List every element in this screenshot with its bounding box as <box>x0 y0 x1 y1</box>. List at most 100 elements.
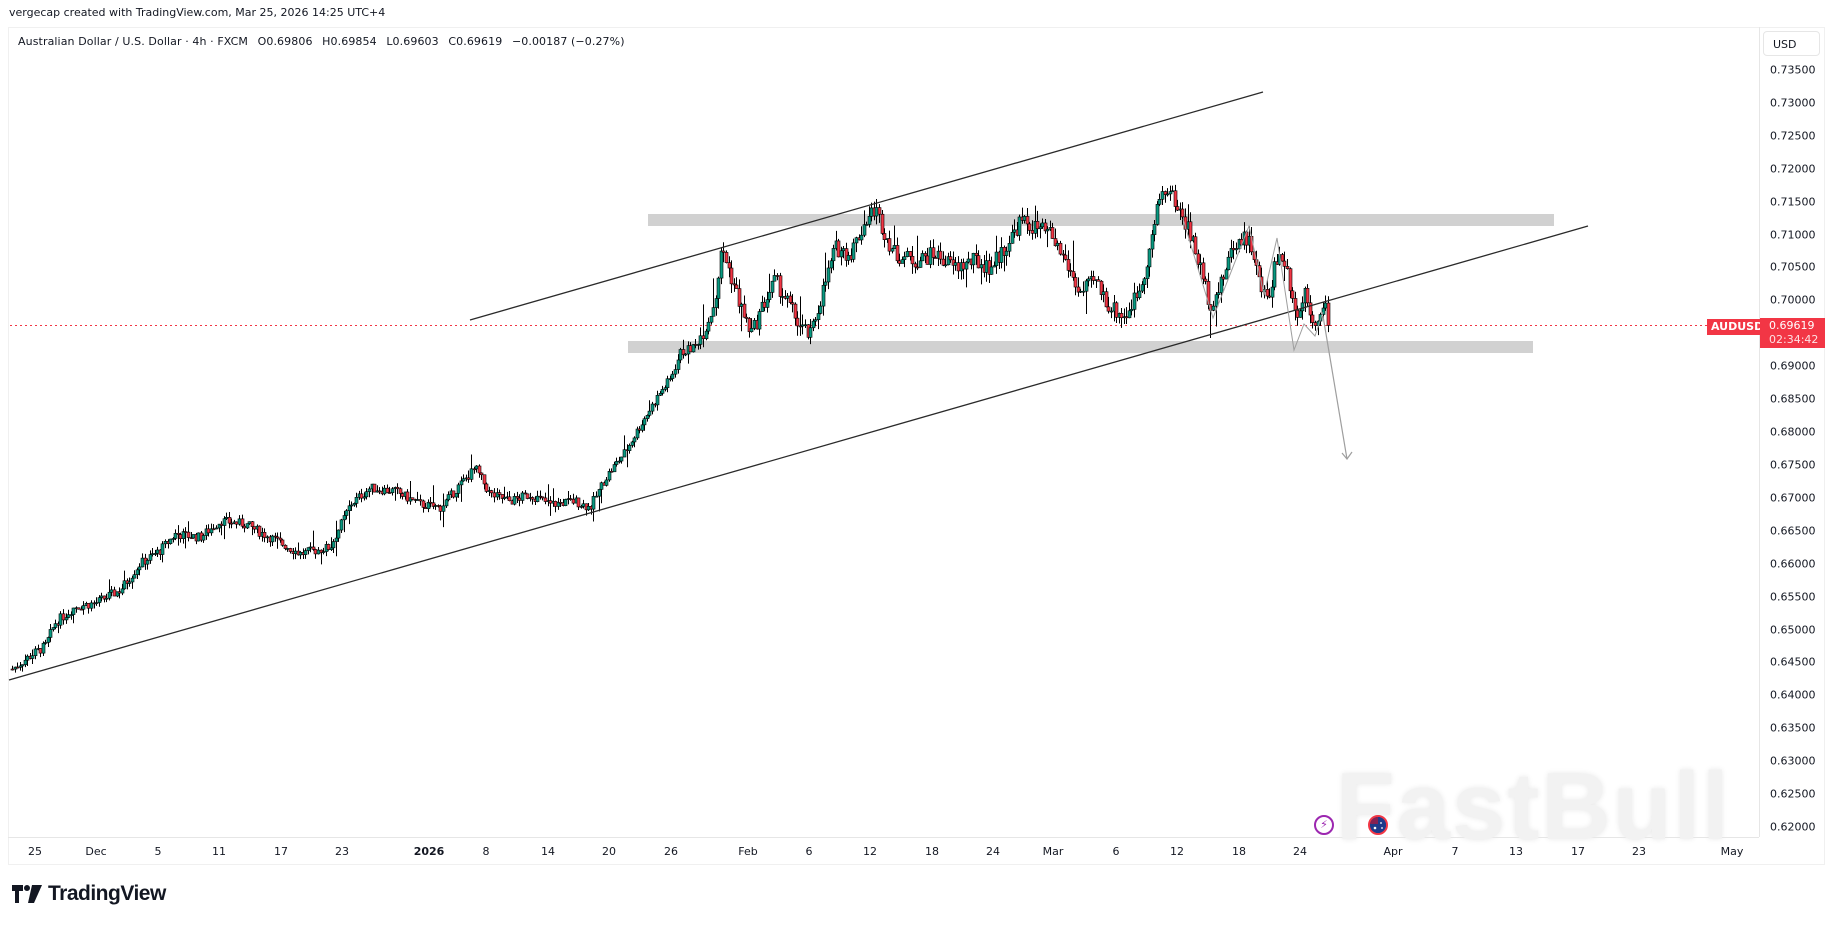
candle-body <box>275 536 280 539</box>
candle-body <box>433 505 438 507</box>
candle-body <box>247 521 252 524</box>
candle-body <box>597 489 602 497</box>
candle-body <box>966 258 971 263</box>
candle-body <box>1323 302 1328 309</box>
upper-trendline[interactable] <box>469 91 1264 321</box>
candle-body <box>931 247 936 258</box>
zigzag-path[interactable] <box>1182 218 1324 352</box>
candle-body <box>1119 313 1124 319</box>
candle-body <box>336 529 341 539</box>
time-tick: 6 <box>1112 845 1120 858</box>
candle-body <box>1096 279 1101 282</box>
candle-body <box>956 262 961 272</box>
candle-body <box>372 483 377 493</box>
candle-body <box>53 623 58 628</box>
candle-body <box>1081 290 1086 293</box>
candle-body <box>347 505 352 512</box>
candle-body <box>344 510 349 516</box>
candle-body <box>757 311 762 330</box>
candle-body <box>385 487 390 493</box>
candle-body <box>846 255 851 261</box>
arrow-head-icon[interactable] <box>1341 451 1353 460</box>
candle-body <box>415 499 420 501</box>
candle-body <box>206 528 211 534</box>
candle-body <box>58 613 63 626</box>
australia-flag-event-icon[interactable] <box>1368 815 1388 835</box>
candle-body <box>645 415 650 419</box>
candle-body <box>342 515 347 521</box>
candle-body <box>913 263 918 268</box>
candle-body <box>99 595 104 598</box>
candle-body <box>614 461 619 465</box>
candle-body <box>1193 236 1198 255</box>
candle-body <box>285 548 290 550</box>
candle-body <box>398 488 403 494</box>
candle-body <box>1234 248 1239 251</box>
candle-body <box>568 498 573 500</box>
candle-body <box>1180 208 1185 218</box>
candle-body <box>1127 310 1132 319</box>
candle-body <box>540 496 545 499</box>
drawings-layer <box>8 91 1589 681</box>
candle-body <box>974 252 979 256</box>
candle-body <box>953 262 958 266</box>
candle-body <box>523 492 528 495</box>
candle-body <box>1290 290 1295 299</box>
candle-body <box>148 554 153 561</box>
candle-body <box>265 536 270 539</box>
candle-body <box>1086 278 1091 282</box>
candle-body <box>1295 309 1300 318</box>
lightning-event-icon[interactable]: ⚡ <box>1314 815 1334 835</box>
candle-body <box>1040 222 1045 228</box>
candle-body <box>479 472 484 476</box>
candle-body <box>711 307 716 317</box>
candle-body <box>933 257 938 259</box>
candle-body <box>10 668 15 671</box>
candle-body <box>1170 190 1175 193</box>
candle-body <box>224 517 229 519</box>
candle-body <box>1198 262 1203 265</box>
candle-body <box>854 237 859 244</box>
candle-body <box>183 531 188 533</box>
candle-body <box>895 245 900 262</box>
candle-body <box>831 248 836 262</box>
candle-body <box>642 418 647 426</box>
candle-body <box>252 526 257 530</box>
symbol-legend[interactable]: Australian Dollar / U.S. Dollar · 4h · F… <box>18 35 631 48</box>
candle-body <box>676 359 681 370</box>
projection-arrow[interactable] <box>1322 315 1348 460</box>
candle-body <box>701 335 706 339</box>
price-tick: 0.64500 <box>1770 655 1816 669</box>
price-tick: 0.71000 <box>1770 228 1816 242</box>
resistance-zone[interactable] <box>648 214 1554 226</box>
candle-body <box>910 256 915 265</box>
candle-body <box>313 549 318 555</box>
candle-body <box>1045 228 1050 232</box>
candle-body <box>859 234 864 241</box>
tradingview-logo[interactable]: TradingView <box>12 882 166 906</box>
candle-body <box>778 275 783 297</box>
candle-body <box>421 500 426 508</box>
candle-body <box>484 483 489 492</box>
price-tick: 0.64000 <box>1770 688 1816 702</box>
currency-button[interactable]: USD <box>1763 31 1820 56</box>
candle-body <box>349 504 354 507</box>
lower-trendline[interactable] <box>8 225 1589 681</box>
candle-body <box>477 465 482 474</box>
time-tick: 8 <box>482 845 490 858</box>
candle-body <box>882 233 887 240</box>
candle-body <box>86 603 91 609</box>
price-tick: 0.65500 <box>1770 590 1816 604</box>
price-axis[interactable]: 0.73500 0.73000 0.72500 0.72000 0.71500 0.710… <box>1759 27 1826 837</box>
time-axis[interactable]: 25 Dec 5 11 17 23 2026 8 14 20 26 Feb 6 12 18 24 Mar 6 12 1… <box>8 837 1759 866</box>
candle-body <box>785 295 790 299</box>
support-zone[interactable] <box>628 341 1533 353</box>
candle-body <box>229 522 234 525</box>
price-tick: 0.70500 <box>1770 260 1816 274</box>
candle-body <box>941 258 946 266</box>
candle-body <box>749 328 754 333</box>
candle-body <box>160 543 165 555</box>
candle-body <box>43 642 48 644</box>
candle-body <box>1078 290 1083 293</box>
